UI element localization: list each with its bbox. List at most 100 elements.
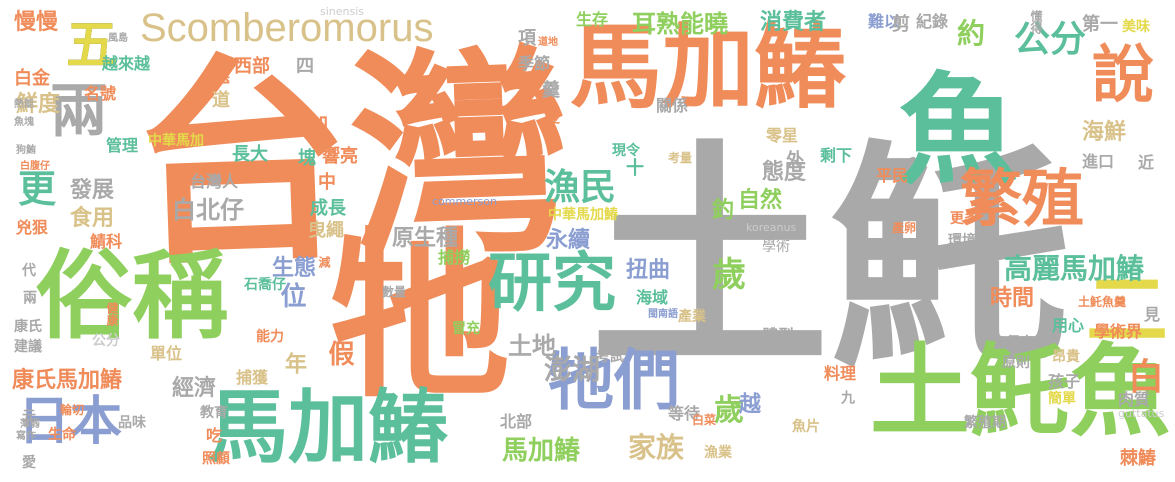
- word-xueshujie: 學術界: [1094, 322, 1143, 341]
- word-shoupu: 狗鮪: [16, 145, 36, 156]
- word-yanjiu: 研究: [488, 247, 616, 321]
- word-haixian: 海鮮: [1082, 120, 1127, 145]
- word-yu: 魚: [898, 62, 1018, 201]
- word-jian: 剪: [889, 14, 910, 32]
- word-meiwei: 美味: [1122, 19, 1150, 35]
- word-tuduo: 土魠: [590, 120, 1071, 400]
- word-zhaogu: 照顧: [202, 451, 230, 467]
- word-boruo: 薄弱: [20, 419, 40, 430]
- word-yuanshengzhong: 原生種: [392, 226, 459, 251]
- word-yongxin: 用心: [1052, 316, 1085, 335]
- word-ermin: 耳熟能曉: [632, 10, 728, 38]
- word-wu: 五: [66, 16, 119, 76]
- word-chuanjiang: 產卵: [892, 221, 917, 235]
- word-jiaoyu: 教育: [200, 405, 228, 421]
- word-suchen: 俗稱: [36, 240, 228, 352]
- word-sinensis: sinensis: [320, 5, 365, 18]
- word-zhangda: 長大: [232, 144, 268, 165]
- word-sui-low: 歲: [714, 393, 744, 428]
- word-shuo: 說: [1092, 38, 1155, 111]
- word-baijin: 白金: [14, 68, 50, 89]
- word-jia: 假: [324, 340, 354, 366]
- word-fanzhi: 繁殖: [960, 162, 1085, 235]
- word-tixing: 體型: [762, 326, 795, 345]
- word-taidu: 態度: [762, 160, 807, 185]
- word-baoyu: 保育: [1006, 335, 1034, 351]
- word-sui-mid: 歲: [712, 255, 746, 295]
- word-xiezuo: 寫作: [16, 431, 36, 442]
- word-diao: 釣: [712, 198, 735, 223]
- word-kuai: 塊: [298, 148, 316, 169]
- word-maoxiao: 冒充: [452, 321, 480, 337]
- word-yuan: 元: [22, 409, 36, 425]
- word-bai: 白: [1128, 357, 1165, 398]
- word-commerson: commerson: [432, 195, 497, 208]
- word-xiang: 項: [518, 28, 536, 49]
- word-fudao: 風島: [108, 33, 128, 44]
- word-zhonghua-b: 中華馬加鰆: [548, 207, 618, 223]
- word-diyi: 第一: [1082, 14, 1118, 35]
- word-jiankang: 健康: [105, 302, 119, 326]
- word-riben: 日本: [18, 392, 123, 452]
- word-magaqi-top: 馬加鰆: [570, 14, 847, 121]
- word-yuanze: 原則: [1002, 355, 1030, 371]
- word-danwei: 單位: [150, 344, 183, 363]
- word-magaqi-mini: 馬加: [292, 114, 328, 135]
- word-buhuo: 捕獲: [236, 368, 269, 387]
- word-tuduoyu: 土魠魚: [870, 333, 1170, 450]
- word-gongfen-small: 公分: [92, 333, 120, 349]
- word-jiu: 九: [839, 390, 855, 404]
- word-jianyi: 建議: [14, 339, 42, 355]
- word-nengli: 能力: [256, 329, 284, 345]
- word-xuan: 選: [212, 66, 230, 87]
- word-tuduoyugeng: 土魠魚羹: [1078, 295, 1127, 309]
- word-nian: 年: [281, 352, 306, 374]
- word-xiong: 兇狠: [16, 218, 49, 237]
- word-yue: 約: [957, 17, 986, 50]
- word-xiangliang: 響亮: [322, 146, 358, 167]
- word-jian2: 見: [1141, 306, 1160, 322]
- word-xibu: 西部: [234, 56, 270, 77]
- word-kangshi: 康氏馬加鰆: [12, 368, 123, 393]
- word-bulao: 捕撈: [438, 248, 471, 267]
- word-jianshao: 減: [317, 256, 331, 268]
- word-baibeizi: 白北仔: [172, 196, 244, 224]
- word-guanli: 管理: [106, 136, 139, 155]
- word-zhonghua-a: 中華馬加: [148, 133, 204, 149]
- word-yu-wai: 外: [783, 150, 804, 168]
- word-shiqiao: 石喬仔: [244, 277, 286, 293]
- word-xianchun: 肉質: [1118, 390, 1151, 409]
- word-xiaofeizhe: 消費者: [760, 10, 827, 35]
- word-jixu: 棘鰆: [1120, 448, 1156, 469]
- word-huanjing: 環境: [948, 233, 976, 249]
- word-dao2: 道地: [538, 37, 558, 48]
- word-fazhan: 發展: [70, 178, 115, 203]
- word-xianling: 現令: [612, 143, 640, 159]
- word-chi: 吃: [206, 426, 223, 445]
- word-minghao: 名號: [84, 84, 117, 103]
- word-yumin: 漁民: [544, 167, 617, 208]
- word-haizi: 孩子: [1048, 372, 1081, 391]
- word-lunzhi: 輪切: [60, 403, 85, 417]
- word-kaoshi: 考試: [596, 349, 624, 365]
- word-baizai: 白腹仔: [20, 161, 50, 172]
- word-geng: 更: [18, 167, 57, 211]
- word-shengtai: 生態: [272, 256, 317, 281]
- word-pingmin: 平民: [876, 166, 909, 185]
- word-daiyu: 台灣人: [190, 172, 239, 191]
- word-jinkou: 進口: [1082, 152, 1115, 171]
- word-liang: 兩: [50, 77, 109, 145]
- word-dao: 道: [212, 90, 230, 111]
- word-xueshu: 學術: [762, 239, 790, 255]
- word-gongfen-top: 公分: [1014, 19, 1087, 60]
- word-shengcun: 生存: [576, 10, 609, 29]
- word-wei: 位: [276, 282, 306, 308]
- word-magaqi-bottom: 馬加鰆: [208, 381, 448, 474]
- word-baicai: 白菜: [692, 413, 717, 427]
- word-fanzhiqi: 繁殖期: [964, 415, 1006, 431]
- word-jiongke: 鯖科: [90, 232, 123, 251]
- word-kaoliang: 考量: [668, 151, 693, 165]
- word-yupian: 魚片: [792, 419, 820, 435]
- word-ai: 愛: [22, 455, 36, 471]
- word-gengduo: 更多: [950, 211, 978, 227]
